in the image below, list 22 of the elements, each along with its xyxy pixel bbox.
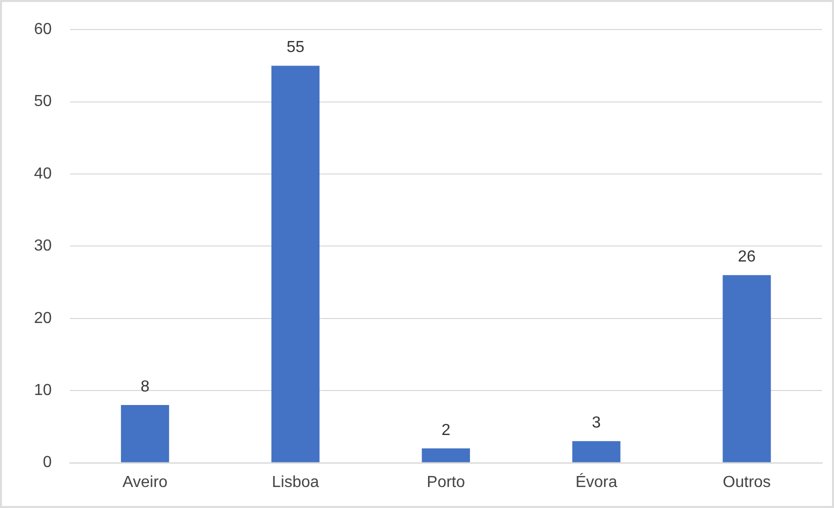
data-label: 2: [441, 422, 450, 439]
y-tick-label: 30: [34, 238, 52, 255]
x-tick-label: Aveiro: [122, 474, 168, 491]
x-tick-label: Lisboa: [272, 474, 320, 491]
data-label: 3: [592, 414, 601, 432]
x-tick-label: Évora: [575, 472, 618, 491]
data-label: 26: [738, 248, 756, 266]
y-tick-label: 60: [34, 21, 52, 38]
y-tick-label: 0: [42, 454, 52, 472]
bar: [120, 405, 170, 462]
bar: [722, 275, 771, 462]
y-tick-label: 10: [34, 382, 52, 400]
bar: [572, 441, 620, 462]
data-label: 55: [286, 39, 304, 56]
x-tick-label: Outros: [722, 474, 771, 491]
y-tick-label: 40: [34, 165, 52, 182]
x-tick-label: Porto: [426, 474, 466, 491]
bar: [422, 448, 470, 462]
y-tick-label: 50: [34, 93, 52, 110]
data-label: 8: [140, 378, 150, 396]
bar: [271, 66, 320, 462]
y-tick-label: 20: [34, 310, 52, 327]
